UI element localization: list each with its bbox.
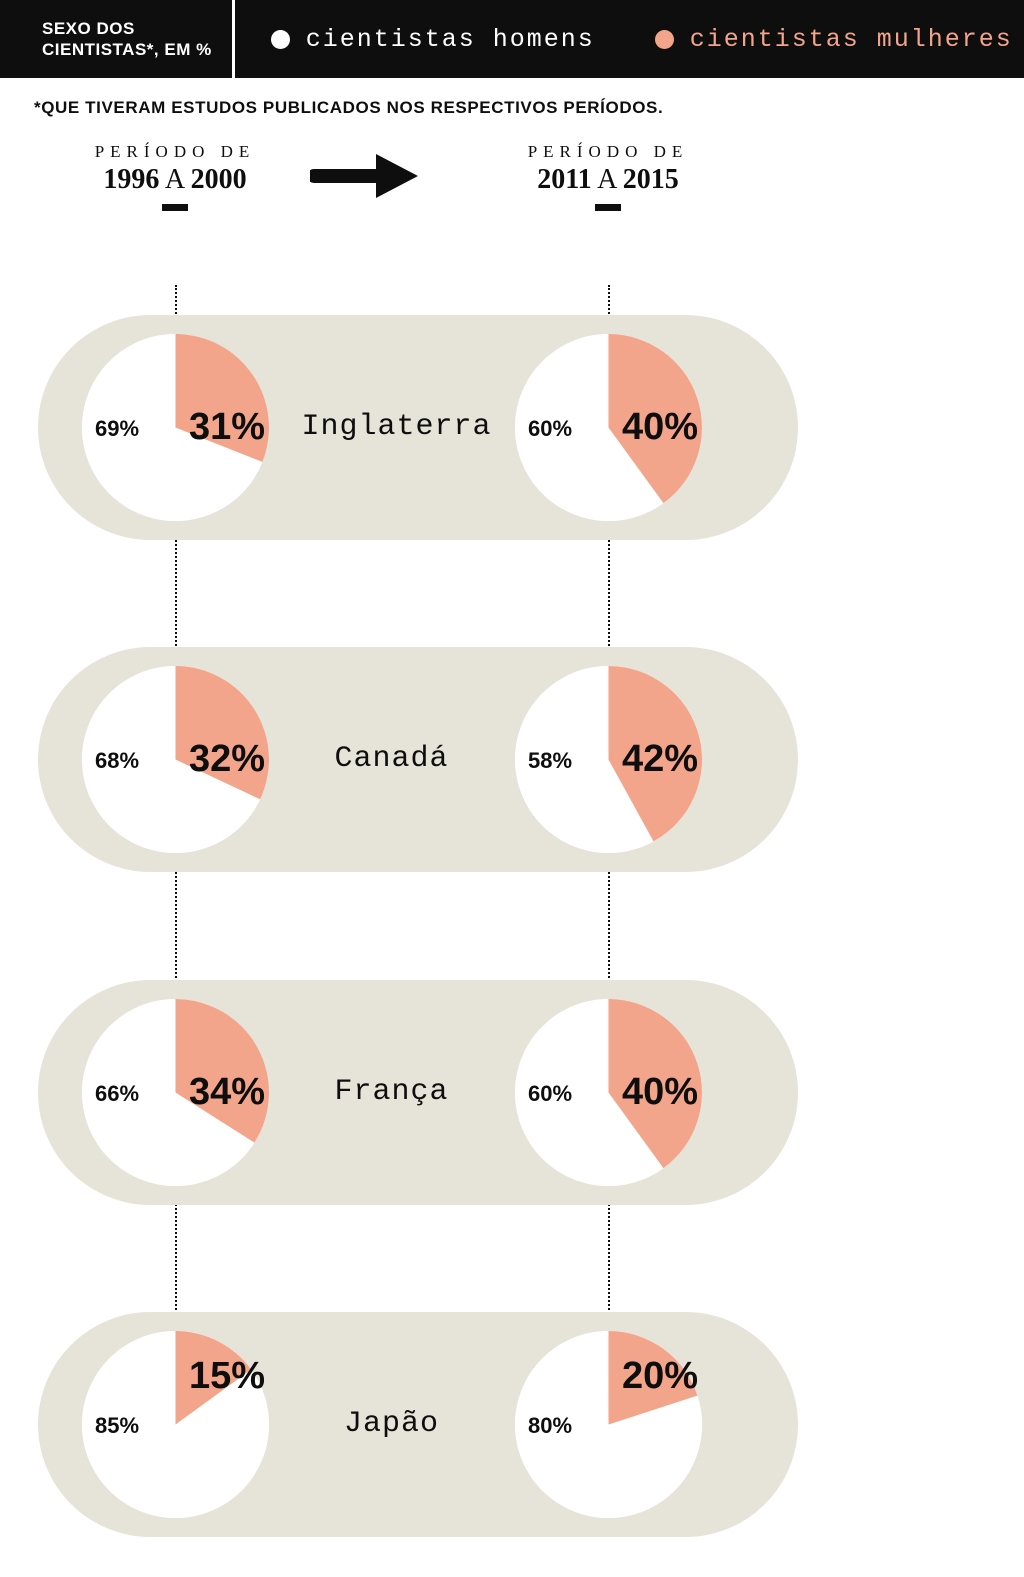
pct-men-label: 85%: [95, 1413, 139, 1439]
country-label: Canadá: [302, 742, 482, 776]
pct-women-label: 40%: [622, 1071, 698, 1114]
pct-women-label: 20%: [622, 1355, 698, 1398]
pct-men-label: 60%: [528, 1081, 572, 1107]
country-label: Inglaterra: [302, 410, 482, 444]
pct-women-label: 32%: [189, 738, 265, 781]
pct-men-label: 60%: [528, 416, 572, 442]
pct-women-label: 40%: [622, 406, 698, 449]
country-label: Japão: [302, 1407, 482, 1441]
pct-women-label: 31%: [189, 406, 265, 449]
pct-men-label: 68%: [95, 748, 139, 774]
pct-men-label: 66%: [95, 1081, 139, 1107]
pct-women-label: 15%: [189, 1355, 265, 1398]
country-label: França: [302, 1075, 482, 1109]
pct-men-label: 80%: [528, 1413, 572, 1439]
chart-area: Inglaterra 69% 60% 31% 40% Canadá 68% 58% 32% 42…: [0, 0, 1024, 1577]
pct-men-label: 58%: [528, 748, 572, 774]
pct-men-label: 69%: [95, 416, 139, 442]
pct-women-label: 34%: [189, 1071, 265, 1114]
pct-women-label: 42%: [622, 738, 698, 781]
